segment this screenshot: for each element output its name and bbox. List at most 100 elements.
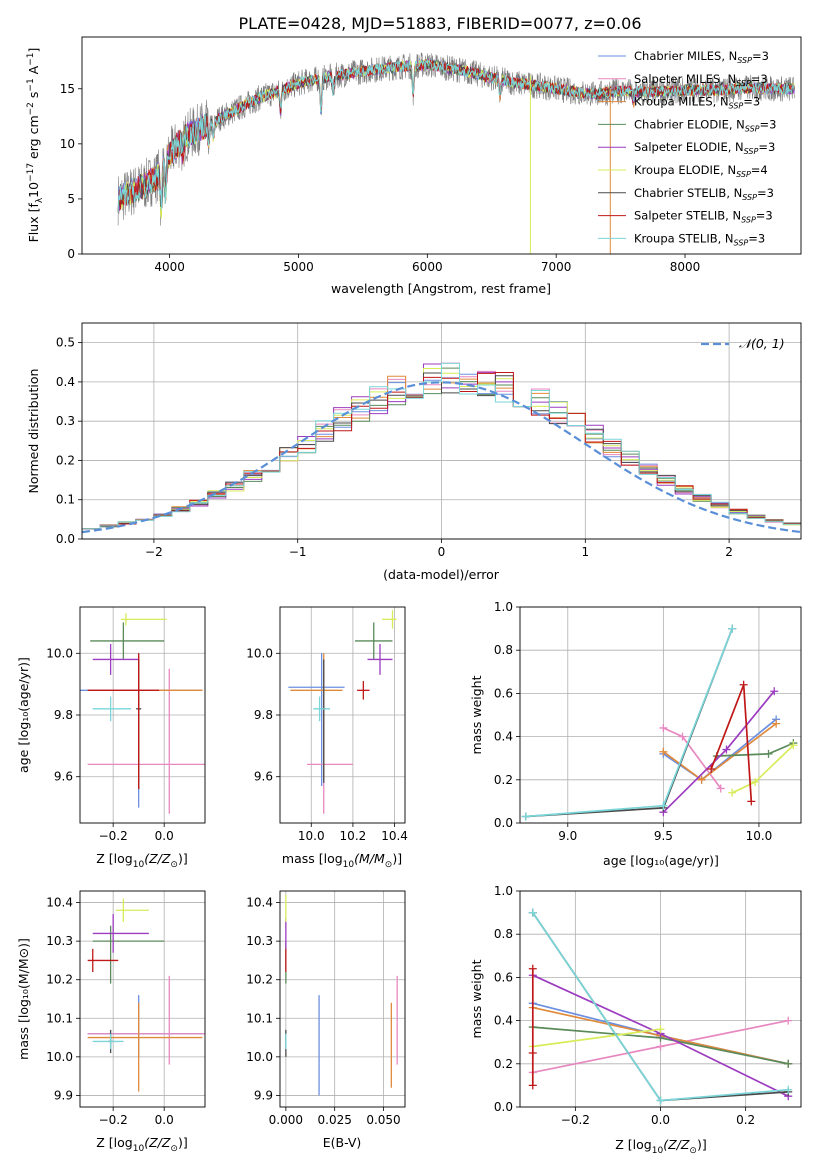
x-tick-label: 10.4 — [381, 829, 408, 843]
weight-marker-salpeter-miles — [659, 723, 668, 732]
legend-label-salpeter-miles: Salpeter MILES, NSSP=3 — [634, 72, 768, 88]
histogram-steps — [82, 362, 801, 534]
weight-line-kroupa-elodie — [532, 1028, 661, 1048]
legend-label-name: Chabrier MILES, N — [634, 49, 737, 63]
y-tick-label: 0.3 — [56, 414, 75, 428]
y-axis-label: mass weight — [469, 675, 484, 754]
errorbar-group — [87, 898, 205, 1092]
x-axis-label: Z [log10(Z/Z⊙)] — [96, 851, 187, 870]
y-tick-label: 0.4 — [494, 730, 513, 744]
x-tick-label: 0.0 — [651, 1113, 670, 1127]
y-tick-label: 10.0 — [246, 1050, 273, 1064]
weight-marker-kroupa-stelib — [528, 908, 537, 917]
weight-marker-chabrier-elodie — [784, 1059, 793, 1068]
weight-marker-kroupa-stelib — [659, 801, 668, 810]
x-tick-label: 0.025 — [318, 1113, 352, 1127]
axes-frame — [79, 890, 206, 1108]
y-tick-label: 10.4 — [46, 896, 73, 910]
legend-label-salpeter-stelib: Salpeter STELIB, NSSP=3 — [634, 209, 773, 225]
weight-marker-salpeter-elodie — [722, 745, 731, 754]
weight-marker-kroupa-elodie — [751, 777, 760, 786]
age-vs-mass-panel: 10.0 10.2 10.4 9.6 9.8 10.0 mass [log10(M/M⊙)] — [246, 606, 408, 870]
mass-weight-vs-metallicity-panel: −0.2 0.0 0.2 0.0 0.2 0.4 0.6 0.8 1.0 Z [log10(Z/Z… — [469, 884, 802, 1156]
axes-frame — [79, 606, 206, 824]
weight-marker-kroupa-elodie — [789, 741, 798, 750]
x-tick-label: 8000 — [670, 260, 701, 274]
y-tick-label: 0.2 — [494, 1057, 513, 1071]
age-vs-metallicity-panel: −0.2 0.0 9.6 9.8 10.0 Z [log10(Z/Z⊙)] age [log… — [16, 606, 206, 870]
weight-lines — [521, 624, 798, 821]
y-tick-label: 0.2 — [494, 773, 513, 787]
x-tick-label: 4000 — [154, 260, 185, 274]
x-tick-label: 10.0 — [746, 829, 773, 843]
x-axis-label-part: 10 — [133, 860, 145, 870]
weight-marker-salpeter-miles — [678, 732, 687, 741]
x-tick-label: 0.0 — [155, 1113, 174, 1127]
x-axis-label: age [log₁₀(age/yr)] — [603, 853, 719, 868]
x-axis-label-part: ⊙ — [170, 860, 178, 870]
y-tick-label: 0.0 — [494, 816, 513, 830]
y-tick-label: 10.2 — [246, 973, 273, 987]
x-axis-label-part: Z [log — [96, 851, 132, 866]
legend-label-name: Salpeter MILES, N — [634, 72, 736, 86]
mass-vs-metallicity-panel: −0.2 0.0 9.9 10.0 10.1 10.2 10.3 10.4 Z [log10(Z… — [16, 890, 206, 1154]
spectrum-lines — [117, 52, 796, 254]
weight-marker-kroupa-miles — [659, 747, 668, 756]
x-tick-label: −2 — [145, 545, 163, 559]
x-tick-label: 1 — [581, 545, 589, 559]
x-tick-label: −0.2 — [99, 829, 128, 843]
legend-label-name: Kroupa MILES, N — [634, 95, 729, 109]
legend-label-kroupa-stelib: Kroupa STELIB, NSSP=3 — [634, 231, 765, 247]
x-axis-label: wavelength [Angstrom, rest frame] — [331, 281, 551, 296]
legend-label-sub: SSP — [744, 147, 759, 156]
legend-label-sub: SSP — [745, 124, 760, 133]
weight-marker-salpeter-stelib — [528, 964, 537, 973]
axes-frame — [279, 890, 406, 1108]
x-tick-label: 10.0 — [298, 829, 325, 843]
legend-label-value: =3 — [756, 209, 773, 223]
y-axis-label-part: −1 — [26, 78, 36, 91]
x-axis-label-part: mass [log — [282, 851, 343, 866]
y-tick-label: 0.0 — [56, 532, 75, 546]
weight-line-kroupa-elodie — [731, 744, 794, 794]
y-tick-label: 0.6 — [494, 686, 513, 700]
legend-label-value: =3 — [752, 49, 769, 63]
y-tick-label: 10.3 — [246, 934, 273, 948]
y-axis-label-part: A — [26, 65, 41, 78]
legend-label-name: Chabrier ELODIE, N — [634, 117, 745, 131]
x-tick-label: 9.5 — [654, 829, 673, 843]
x-axis-label-part: ⊙ — [689, 1146, 697, 1156]
weight-marker-kroupa-stelib — [521, 812, 530, 821]
x-axis-label-part: )] — [178, 851, 188, 866]
x-axis-label-part: )] — [392, 851, 402, 866]
y-tick-label: 0.5 — [56, 336, 75, 350]
y-tick-label: 0.8 — [494, 643, 513, 657]
mass-vs-extinction-panel: 0.000 0.025 0.050 9.9 10.0 10.1 10.2 10.3 10.4 E(… — [246, 890, 406, 1150]
x-axis-label: Z [log10(Z/Z⊙)] — [615, 1137, 706, 1156]
legend-label-value: =3 — [751, 72, 768, 86]
legend-label-value: =4 — [751, 163, 768, 177]
weight-marker-chabrier-elodie — [764, 749, 773, 758]
x-axis-label-part: (Z/Z — [144, 1135, 171, 1150]
x-axis-label-part: Z [log — [96, 1135, 132, 1150]
legend-label-sub: SSP — [729, 102, 744, 111]
legend-label-salpeter-elodie: Salpeter ELODIE, NSSP=3 — [634, 140, 775, 156]
weight-marker-kroupa-stelib — [656, 1096, 665, 1105]
y-tick-label: 9.9 — [54, 1088, 73, 1102]
y-tick-label: 1.0 — [494, 600, 513, 614]
y-tick-label: 9.9 — [254, 1088, 273, 1102]
y-axis-label: Normed distribution — [26, 369, 41, 494]
axes-frame — [81, 322, 802, 540]
x-axis-label-part: Z [log — [615, 1137, 651, 1152]
x-axis-label-part: ⊙ — [170, 1144, 178, 1154]
weight-marker-salpeter-elodie — [770, 687, 779, 696]
x-axis-label-part: 10 — [343, 860, 355, 870]
legend-label-value: =3 — [757, 186, 774, 200]
weight-lines — [528, 908, 793, 1105]
x-tick-label: 0.0 — [155, 829, 174, 843]
y-tick-label: 9.8 — [54, 708, 73, 722]
y-tick-label: 0.4 — [56, 375, 75, 389]
y-tick-label: 10.4 — [246, 896, 273, 910]
y-axis-label-part: −2 — [26, 102, 36, 115]
y-axis-label: age [log₁₀(age/yr)] — [16, 657, 31, 773]
